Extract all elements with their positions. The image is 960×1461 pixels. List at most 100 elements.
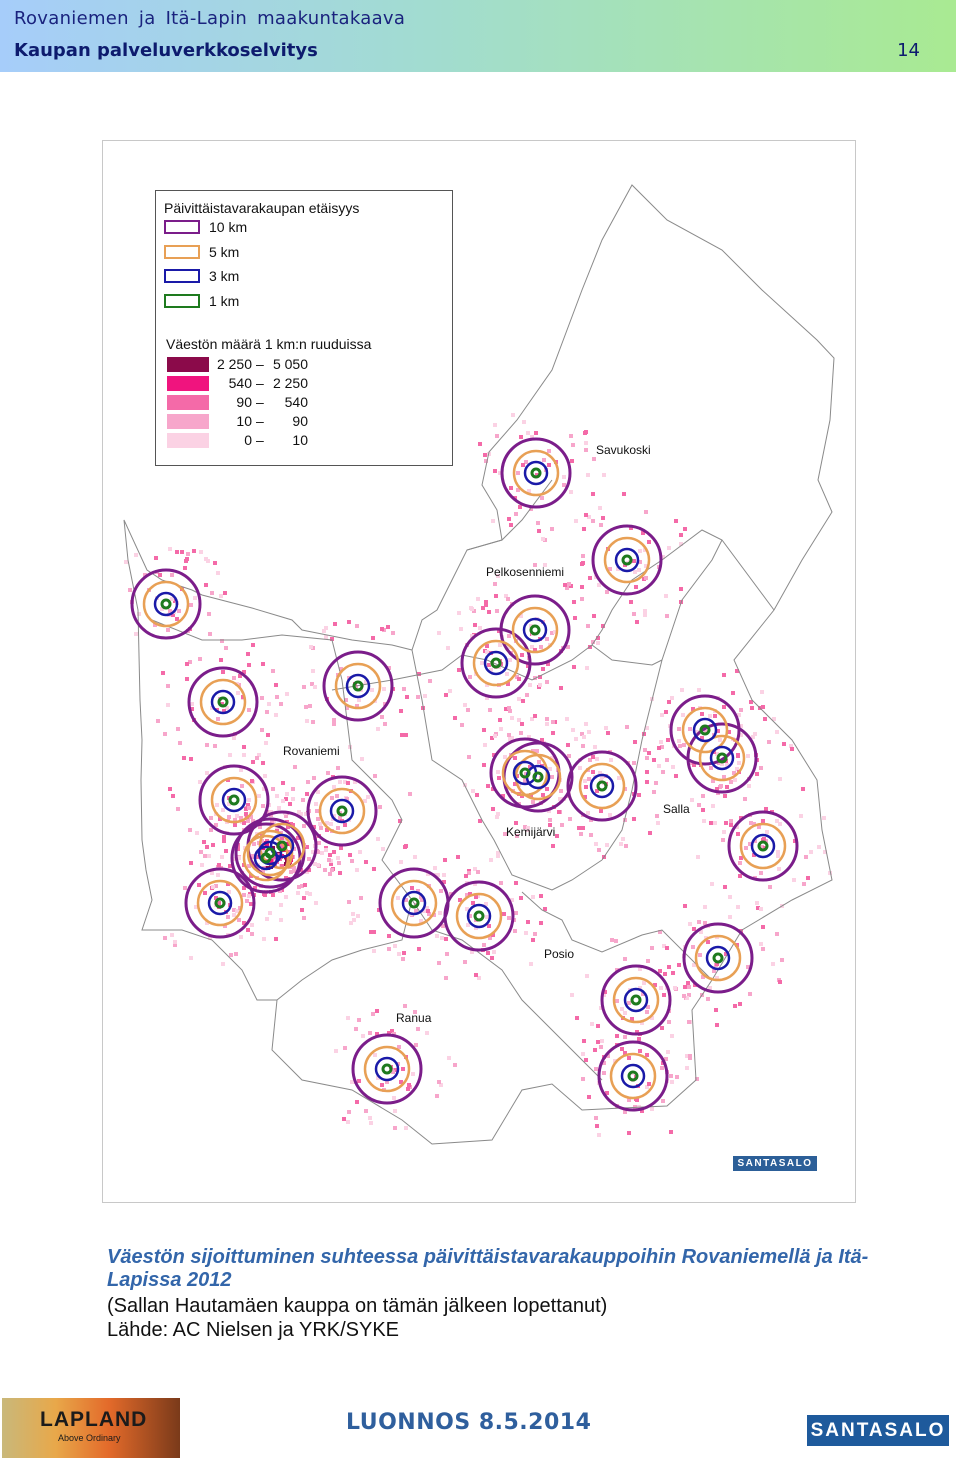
population-cell xyxy=(528,765,532,769)
population-cell xyxy=(391,1070,395,1074)
legend-label-10km: 10 km xyxy=(209,219,248,235)
population-cell xyxy=(735,825,739,829)
population-cell xyxy=(641,992,645,996)
population-cell xyxy=(496,854,500,858)
population-cell xyxy=(355,624,359,628)
population-cell xyxy=(643,548,647,552)
population-cell xyxy=(425,1031,429,1035)
store-ring-17-1km xyxy=(260,852,272,864)
population-cell xyxy=(376,727,380,731)
population-cell xyxy=(376,1076,380,1080)
place-labels: Savukoski Pelkosenniemi Rovaniemi Kemijä… xyxy=(283,443,690,1025)
population-cell xyxy=(372,949,376,953)
population-cell xyxy=(614,939,618,943)
population-cell xyxy=(526,826,530,830)
population-cell xyxy=(198,657,202,661)
population-cell xyxy=(761,947,765,951)
population-cell xyxy=(535,473,539,477)
population-cell xyxy=(482,763,486,767)
store-ring-22-1km xyxy=(630,994,642,1006)
legend-swatch-pop-3 xyxy=(167,395,209,410)
population-cell xyxy=(711,779,715,783)
population-cell xyxy=(302,824,306,828)
population-cell xyxy=(210,591,214,595)
legend-pop-3-dash: – xyxy=(256,394,264,410)
population-cell xyxy=(491,933,495,937)
population-cell xyxy=(602,473,606,477)
population-cell xyxy=(586,473,590,477)
population-cell xyxy=(497,776,501,780)
population-cell xyxy=(732,771,736,775)
population-cell xyxy=(646,1005,650,1009)
population-cell xyxy=(292,866,296,870)
population-cell xyxy=(728,915,732,919)
population-cell xyxy=(715,787,719,791)
store-ring-24-1km xyxy=(627,1070,639,1082)
population-cell xyxy=(487,663,491,667)
population-cell xyxy=(347,900,351,904)
population-cell xyxy=(669,1130,673,1134)
population-cell xyxy=(387,1031,391,1035)
population-cell xyxy=(170,573,174,577)
population-cell xyxy=(539,921,543,925)
population-cell xyxy=(203,891,207,895)
population-cell xyxy=(635,1030,639,1034)
store-ring-25-10km xyxy=(727,810,799,882)
population-cell xyxy=(490,956,494,960)
population-cell xyxy=(725,763,729,767)
population-cell xyxy=(503,755,507,759)
population-cell xyxy=(163,936,167,940)
population-cell xyxy=(725,785,729,789)
population-cell xyxy=(380,627,384,631)
population-cell xyxy=(735,767,739,771)
population-cell xyxy=(504,594,508,598)
population-cell xyxy=(312,825,316,829)
population-cell xyxy=(489,858,493,862)
population-cell xyxy=(768,885,772,889)
population-cell xyxy=(638,560,642,564)
population-cell xyxy=(658,930,662,934)
population-cell xyxy=(657,764,661,768)
population-cell xyxy=(545,680,549,684)
population-cell xyxy=(524,931,528,935)
population-cell xyxy=(406,1087,410,1091)
population-cell xyxy=(809,850,813,854)
store-ring-21-5km xyxy=(694,934,742,982)
population-cell xyxy=(400,733,404,737)
population-cell xyxy=(719,784,723,788)
population-cell xyxy=(477,976,481,980)
population-cell xyxy=(700,736,704,740)
population-cell xyxy=(267,702,271,706)
population-cell xyxy=(305,891,309,895)
population-cell xyxy=(383,702,387,706)
population-cell xyxy=(416,1027,420,1031)
population-cell xyxy=(460,723,464,727)
population-cell xyxy=(224,849,228,853)
population-cell xyxy=(590,1022,594,1026)
population-cell xyxy=(240,784,244,788)
population-cell xyxy=(665,758,669,762)
population-cell xyxy=(255,756,259,760)
population-cell xyxy=(641,531,645,535)
population-cell xyxy=(727,730,731,734)
population-cell xyxy=(581,1077,585,1081)
population-cell xyxy=(211,885,215,889)
population-cell xyxy=(723,794,727,798)
population-cell xyxy=(679,542,683,546)
population-cell xyxy=(505,672,509,676)
population-cell xyxy=(308,704,312,708)
population-cell xyxy=(637,793,641,797)
population-cell xyxy=(539,645,543,649)
population-cell xyxy=(704,936,708,940)
population-cell xyxy=(199,850,203,854)
population-cell xyxy=(480,661,484,665)
population-cell xyxy=(380,1083,384,1087)
population-cell xyxy=(487,610,491,614)
population-cell xyxy=(481,606,485,610)
population-cell xyxy=(260,696,264,700)
population-cell xyxy=(233,857,237,861)
population-cell xyxy=(697,920,701,924)
population-cell xyxy=(251,643,255,647)
population-cell xyxy=(503,832,507,836)
store-ring-20-1km xyxy=(473,910,485,922)
